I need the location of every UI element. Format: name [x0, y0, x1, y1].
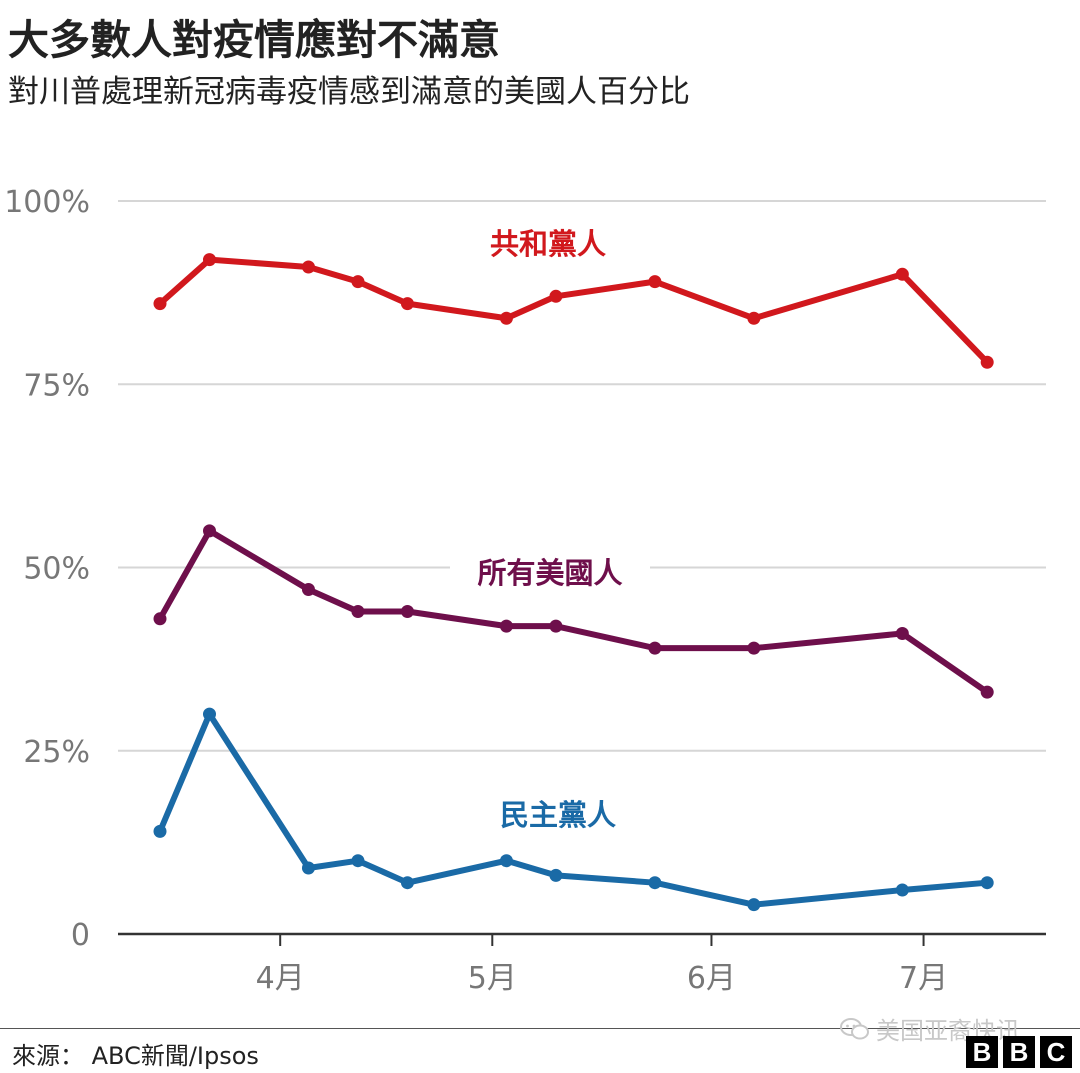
data-point: [648, 876, 662, 890]
data-point: [549, 619, 563, 633]
data-point: [747, 641, 761, 655]
x-tick-label: 7月: [899, 961, 948, 996]
logo-letter: B: [966, 1036, 998, 1068]
series-label: 民主黨人: [500, 798, 616, 832]
data-point: [747, 898, 761, 912]
data-point: [895, 883, 909, 897]
x-tick-label: 4月: [256, 961, 305, 996]
data-point: [400, 604, 414, 618]
data-point: [351, 275, 365, 289]
data-point: [980, 876, 994, 890]
gridlines: [118, 200, 1046, 936]
data-point: [648, 275, 662, 289]
data-point: [648, 641, 662, 655]
data-point: [499, 619, 513, 633]
y-tick-label: 0: [71, 918, 90, 953]
data-point: [747, 311, 761, 325]
label-background: [450, 559, 650, 595]
series-label: 共和黨人: [490, 227, 606, 261]
data-point: [549, 868, 563, 882]
data-point: [980, 355, 994, 369]
chart-title: 大多數人對疫情應對不滿意: [8, 16, 500, 64]
data-point: [301, 582, 315, 596]
chart-subtitle: 對川普處理新冠病毒疫情感到滿意的美國人百分比: [8, 74, 690, 110]
data-point: [202, 707, 216, 721]
data-point: [153, 612, 167, 626]
wechat-icon: [840, 1017, 869, 1039]
data-point: [980, 685, 994, 699]
y-tick-label: 50%: [23, 552, 90, 587]
data-point: [499, 311, 513, 325]
data-point: [351, 604, 365, 618]
series-line: [157, 256, 991, 366]
data-point: [400, 297, 414, 311]
source-note: 來源： ABC新聞/Ipsos: [12, 1042, 259, 1070]
x-tick-label: 5月: [468, 961, 517, 996]
logo-letter: B: [1003, 1036, 1035, 1068]
data-point: [301, 260, 315, 274]
data-point: [153, 297, 167, 311]
y-tick-label: 100%: [4, 185, 90, 220]
y-tick-label: 75%: [23, 368, 90, 403]
footer-divider: [0, 1028, 1080, 1029]
data-point: [153, 824, 167, 838]
y-tick-label: 25%: [23, 735, 90, 770]
data-point: [895, 267, 909, 281]
series-lines: [153, 253, 994, 912]
logo-letter: C: [1040, 1036, 1072, 1068]
bbc-logo: B B C: [966, 1036, 1072, 1068]
series-label: 所有美國人: [477, 556, 622, 590]
x-axis-ticks: 4月 5月 6月 7月: [256, 934, 948, 996]
data-point: [351, 854, 365, 868]
data-point: [202, 524, 216, 538]
data-point: [202, 253, 216, 267]
data-point: [549, 289, 563, 303]
y-axis-ticks: 0 25% 50% 75% 100%: [4, 185, 90, 953]
data-point: [499, 854, 513, 868]
data-point: [301, 861, 315, 875]
x-tick-label: 6月: [687, 961, 736, 996]
data-point: [400, 876, 414, 890]
data-point: [895, 626, 909, 640]
